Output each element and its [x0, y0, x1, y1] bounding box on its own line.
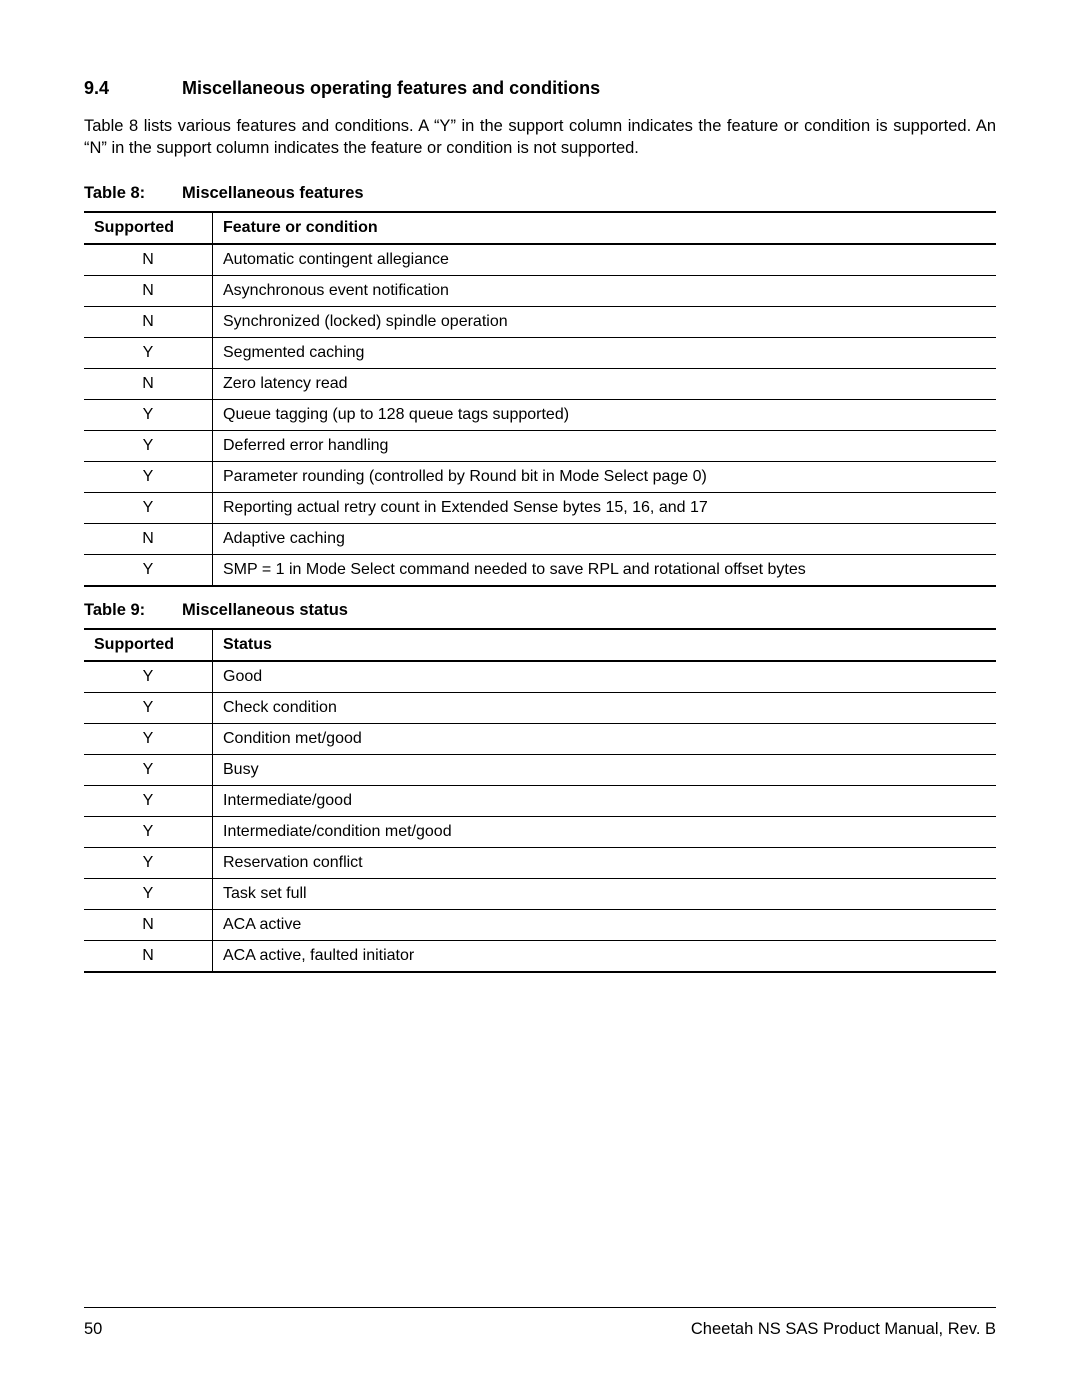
table-row: YCondition met/good [84, 723, 996, 754]
table-row: YReporting actual retry count in Extende… [84, 492, 996, 523]
table8-cell-supported: N [84, 523, 213, 554]
table9-cell-supported: Y [84, 723, 213, 754]
table-row: YBusy [84, 754, 996, 785]
table8-cell-feature: Zero latency read [213, 368, 997, 399]
table8-cell-supported: N [84, 306, 213, 337]
table9-cell-supported: N [84, 940, 213, 972]
table9-caption-title: Miscellaneous status [182, 601, 348, 619]
table8-cell-supported: Y [84, 399, 213, 430]
table8-cell-feature: Segmented caching [213, 337, 997, 368]
table-row: YTask set full [84, 878, 996, 909]
table8-header-row: Supported Feature or condition [84, 212, 996, 244]
table9-cell-supported: Y [84, 878, 213, 909]
table-row: YCheck condition [84, 692, 996, 723]
table9-caption-label: Table 9: [84, 601, 182, 620]
table8-cell-supported: Y [84, 430, 213, 461]
footer-doc-title: Cheetah NS SAS Product Manual, Rev. B [691, 1320, 996, 1339]
page-number: 50 [84, 1320, 102, 1339]
table9-cell-status: ACA active [213, 909, 997, 940]
table-row: NACA active [84, 909, 996, 940]
table9-cell-status: Reservation conflict [213, 847, 997, 878]
section-heading: 9.4Miscellaneous operating features and … [84, 78, 996, 99]
table8-caption-label: Table 8: [84, 184, 182, 203]
table8-cell-feature: Asynchronous event notification [213, 275, 997, 306]
table9-cell-supported: Y [84, 785, 213, 816]
table-row: YSMP = 1 in Mode Select command needed t… [84, 554, 996, 586]
table8-cell-supported: Y [84, 492, 213, 523]
table8-caption: Table 8:Miscellaneous features [84, 184, 996, 203]
table-row: YQueue tagging (up to 128 queue tags sup… [84, 399, 996, 430]
table8-cell-feature: Adaptive caching [213, 523, 997, 554]
table8-cell-feature: SMP = 1 in Mode Select command needed to… [213, 554, 997, 586]
table-row: YSegmented caching [84, 337, 996, 368]
table9-cell-status: Good [213, 661, 997, 693]
table8-caption-title: Miscellaneous features [182, 184, 364, 202]
table9: Supported Status YGoodYCheck conditionYC… [84, 628, 996, 973]
table8-header-supported: Supported [84, 212, 213, 244]
table9-cell-status: Intermediate/good [213, 785, 997, 816]
table-row: YGood [84, 661, 996, 693]
table-row: NAdaptive caching [84, 523, 996, 554]
table8-cell-feature: Synchronized (locked) spindle operation [213, 306, 997, 337]
table9-cell-status: Task set full [213, 878, 997, 909]
table8-cell-supported: N [84, 244, 213, 276]
table9-cell-supported: Y [84, 692, 213, 723]
table-row: YIntermediate/good [84, 785, 996, 816]
table8-cell-supported: Y [84, 337, 213, 368]
table8: Supported Feature or condition NAutomati… [84, 211, 996, 587]
table-row: YReservation conflict [84, 847, 996, 878]
table9-cell-status: Busy [213, 754, 997, 785]
table9-cell-supported: Y [84, 847, 213, 878]
section-number: 9.4 [84, 78, 182, 99]
table-row: YParameter rounding (controlled by Round… [84, 461, 996, 492]
table9-cell-supported: Y [84, 816, 213, 847]
table8-cell-supported: Y [84, 554, 213, 586]
table9-cell-supported: Y [84, 754, 213, 785]
table9-header-row: Supported Status [84, 629, 996, 661]
table8-cell-feature: Deferred error handling [213, 430, 997, 461]
table-row: NZero latency read [84, 368, 996, 399]
table-row: NAsynchronous event notification [84, 275, 996, 306]
table8-cell-feature: Reporting actual retry count in Extended… [213, 492, 997, 523]
table8-cell-supported: N [84, 275, 213, 306]
table8-header-feature: Feature or condition [213, 212, 997, 244]
table9-cell-status: Check condition [213, 692, 997, 723]
table-row: YDeferred error handling [84, 430, 996, 461]
table9-header-supported: Supported [84, 629, 213, 661]
table9-cell-supported: N [84, 909, 213, 940]
table8-cell-feature: Automatic contingent allegiance [213, 244, 997, 276]
table8-cell-supported: Y [84, 461, 213, 492]
page: 9.4Miscellaneous operating features and … [0, 0, 1080, 1397]
intro-paragraph: Table 8 lists various features and condi… [84, 115, 996, 160]
table9-cell-supported: Y [84, 661, 213, 693]
table8-cell-supported: N [84, 368, 213, 399]
section-title: Miscellaneous operating features and con… [182, 78, 600, 98]
table-row: YIntermediate/condition met/good [84, 816, 996, 847]
table-row: NSynchronized (locked) spindle operation [84, 306, 996, 337]
table9-cell-status: Intermediate/condition met/good [213, 816, 997, 847]
table-row: NAutomatic contingent allegiance [84, 244, 996, 276]
table9-cell-status: Condition met/good [213, 723, 997, 754]
table-row: NACA active, faulted initiator [84, 940, 996, 972]
table8-cell-feature: Queue tagging (up to 128 queue tags supp… [213, 399, 997, 430]
table9-cell-status: ACA active, faulted initiator [213, 940, 997, 972]
page-footer: 50 Cheetah NS SAS Product Manual, Rev. B [84, 1307, 996, 1339]
table9-caption: Table 9:Miscellaneous status [84, 601, 996, 620]
table9-header-status: Status [213, 629, 997, 661]
table8-cell-feature: Parameter rounding (controlled by Round … [213, 461, 997, 492]
